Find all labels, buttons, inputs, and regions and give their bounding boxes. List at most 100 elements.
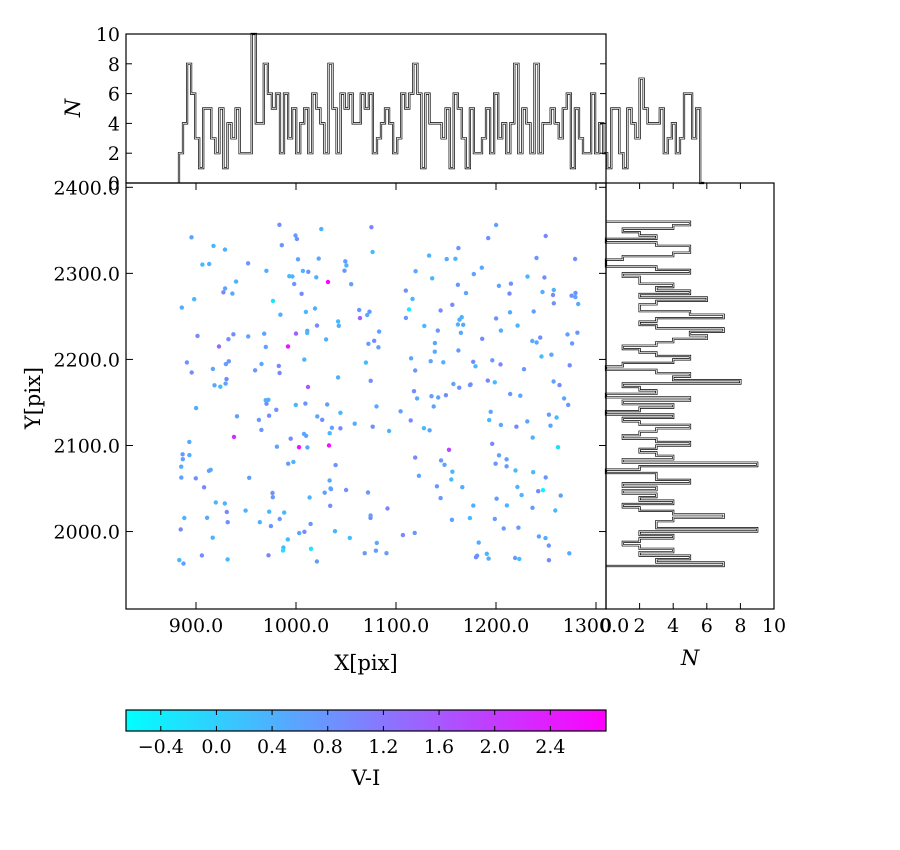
- scatter-point: [276, 363, 281, 369]
- scatter-point: [567, 363, 572, 368]
- scatter-point: [357, 315, 363, 321]
- scatter-point: [233, 279, 239, 284]
- scatter-point: [301, 431, 307, 437]
- scatter-point: [550, 292, 556, 298]
- scatter-point: [548, 423, 553, 428]
- right-hist-x-tick-label: 2: [634, 615, 646, 637]
- colorbar-tick-label: 2.4: [535, 736, 565, 758]
- colorbar: −0.4 0.0 0.4 0.8 1.2 1.6 2.0 2.4: [125, 709, 607, 758]
- scatter-point: [210, 366, 216, 372]
- top-histogram-step: [177, 32, 705, 185]
- scatter-point: [264, 268, 269, 273]
- scatter-point: [471, 503, 476, 508]
- scatter-point: [479, 265, 484, 270]
- scatter-point: [553, 508, 558, 513]
- scatter-point: [347, 535, 352, 541]
- top-hist-y-tick-label: 8: [108, 54, 120, 76]
- scatter-point: [222, 247, 228, 252]
- scatter-point: [338, 410, 343, 415]
- scatter-point: [427, 428, 432, 433]
- scatter-point: [292, 281, 297, 287]
- scatter-point: [504, 503, 510, 508]
- scatter-point: [473, 555, 479, 560]
- top-hist-y-tick-label: 0: [108, 173, 120, 195]
- scatter-point: [293, 233, 298, 238]
- scatter-point: [336, 323, 341, 328]
- top-histogram-step-inner: [178, 33, 705, 184]
- scatter-point: [567, 551, 572, 556]
- scatter-point: [314, 275, 319, 280]
- scatter-point: [536, 534, 542, 539]
- top-histogram: 0 2 4 6 8 10: [96, 24, 705, 195]
- scatter-point: [531, 309, 536, 314]
- top-hist-y-tick-label: 4: [108, 113, 120, 135]
- scatter-point: [453, 256, 458, 261]
- scatter-point: [373, 548, 379, 553]
- scatter-point: [540, 488, 546, 493]
- scatter-point: [412, 530, 417, 536]
- scatter-point: [406, 307, 412, 312]
- scatter-point: [270, 490, 275, 496]
- scatter-point: [259, 427, 264, 433]
- scatter-point: [365, 490, 371, 495]
- scatter-point: [357, 307, 362, 313]
- scatter-point: [266, 397, 271, 402]
- scatter-point: [546, 558, 552, 563]
- scatter-point: [303, 401, 308, 406]
- scatter-point: [328, 486, 333, 491]
- scatter-point: [211, 243, 216, 249]
- scatter-point: [449, 517, 455, 522]
- colorbar-tick-label: 0.0: [201, 736, 231, 758]
- scatter-point: [414, 396, 420, 401]
- scatter-point: [302, 529, 307, 534]
- scatter-point: [456, 245, 461, 251]
- scatter-point: [555, 445, 561, 450]
- scatter-point: [525, 274, 530, 279]
- scatter-point: [293, 402, 298, 408]
- scatter-point: [538, 335, 543, 340]
- colorbar-tick-label: 1.6: [424, 736, 454, 758]
- scatter-point: [403, 315, 409, 321]
- scatter-point: [303, 309, 309, 315]
- scatter-point: [274, 444, 280, 449]
- scatter-point: [463, 290, 469, 296]
- scatter-point: [225, 557, 230, 562]
- y-tick-label: 2300.0: [54, 263, 120, 285]
- scatter-point: [344, 263, 349, 268]
- scatter-point: [230, 291, 235, 296]
- scatter-point: [430, 276, 435, 281]
- scatter-point: [501, 526, 506, 531]
- scatter-point: [259, 361, 264, 367]
- scatter-point: [204, 515, 210, 520]
- scatter-point: [349, 282, 354, 287]
- scatter-point: [177, 557, 182, 563]
- scatter-point: [218, 384, 223, 389]
- scatter-point: [297, 530, 302, 536]
- colorbar-tick-label: 0.4: [257, 736, 287, 758]
- scatter-point: [450, 302, 455, 307]
- scatter-point: [192, 297, 197, 302]
- scatter-point: [216, 344, 222, 349]
- top-hist-y-tick-label: 2: [108, 143, 120, 165]
- scatter-point: [332, 529, 338, 534]
- scatter-point: [343, 259, 348, 264]
- scatter-point: [370, 249, 375, 255]
- scatter-point: [180, 452, 185, 457]
- scatter-point: [308, 521, 313, 527]
- scatter-point: [386, 428, 392, 434]
- scatter-point: [277, 516, 282, 522]
- scatter-point: [231, 434, 237, 440]
- scatter-point: [493, 222, 499, 228]
- scatter-point: [421, 426, 427, 431]
- scatter-point: [370, 424, 375, 429]
- scatter-point: [224, 376, 229, 382]
- scatter-point: [221, 290, 226, 295]
- scatter-point: [400, 532, 406, 538]
- scatter-point: [432, 340, 438, 346]
- y-axis-label: Y[pix]: [21, 367, 45, 430]
- scatter-point: [277, 222, 282, 227]
- scatter-point: [314, 559, 320, 564]
- scatter-point: [329, 425, 335, 430]
- scatter-point: [285, 537, 290, 542]
